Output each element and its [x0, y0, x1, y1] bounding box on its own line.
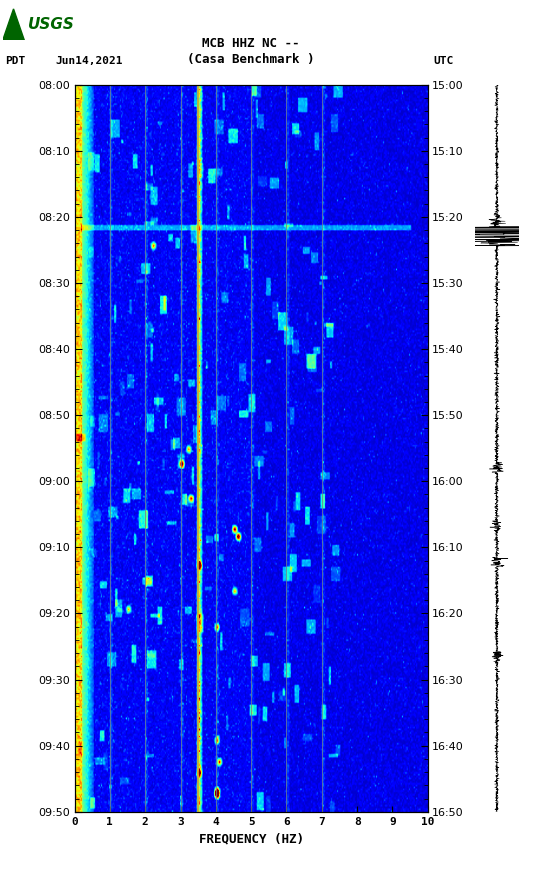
X-axis label: FREQUENCY (HZ): FREQUENCY (HZ)	[199, 832, 304, 845]
Text: Jun14,2021: Jun14,2021	[55, 56, 123, 66]
Text: UTC: UTC	[433, 56, 454, 66]
Text: (Casa Benchmark ): (Casa Benchmark )	[188, 53, 315, 66]
Text: PDT: PDT	[6, 56, 26, 66]
Text: USGS: USGS	[28, 17, 75, 31]
Polygon shape	[3, 9, 24, 40]
Text: MCB HHZ NC --: MCB HHZ NC --	[203, 37, 300, 50]
